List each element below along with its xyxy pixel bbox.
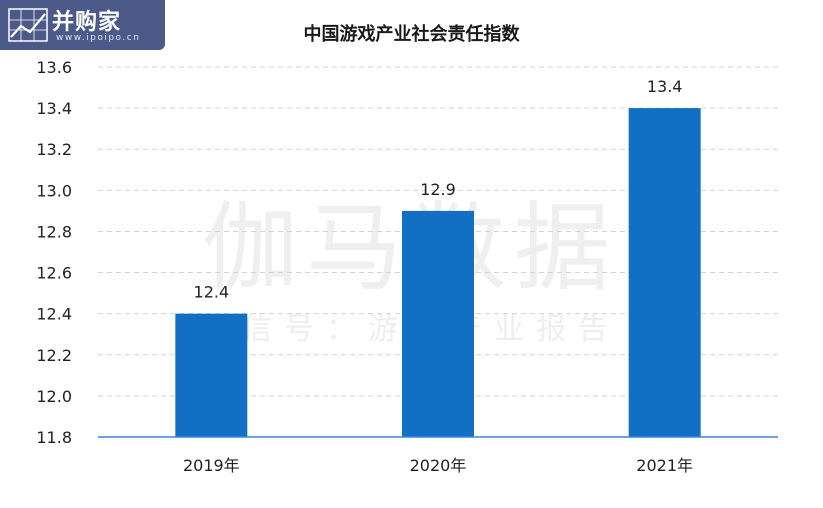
y-tick-label: 13.6	[36, 58, 72, 77]
data-labels: 12.4 12.9 13.4	[194, 77, 683, 302]
logo-badge: 并购家 www.ipoipo.cn	[0, 0, 165, 50]
bar	[628, 108, 701, 437]
y-tick-label: 12.6	[36, 264, 72, 283]
data-label: 12.4	[194, 283, 230, 302]
y-tick-label: 13.0	[36, 181, 72, 200]
logo-url: www.ipoipo.cn	[56, 33, 141, 43]
y-tick-label: 12.2	[36, 346, 72, 365]
y-tick-label: 12.0	[36, 387, 72, 406]
y-tick-label: 13.2	[36, 140, 72, 159]
chart-title: 中国游戏产业社会责任指数	[303, 24, 520, 45]
x-axis-ticks: 2019年 2020年 2021年	[183, 456, 693, 475]
y-tick-label: 11.8	[36, 428, 72, 447]
x-tick-label: 2020年	[410, 456, 467, 475]
logo-name: 并购家	[52, 10, 122, 35]
y-tick-label: 12.8	[36, 222, 72, 241]
chart-logo-icon	[8, 8, 48, 42]
bar	[402, 210, 474, 437]
y-tick-label: 12.4	[36, 305, 72, 324]
x-tick-label: 2019年	[183, 456, 240, 475]
bars	[175, 108, 701, 437]
data-label: 13.4	[647, 77, 683, 96]
data-label: 12.9	[420, 180, 456, 199]
x-tick-label: 2021年	[636, 456, 693, 475]
y-axis-ticks: 11.8 12.0 12.2 12.4 12.6 12.8 13.0 13.2 13.4 13.6	[36, 58, 72, 447]
y-tick-label: 13.4	[36, 99, 72, 118]
bar	[175, 313, 248, 437]
